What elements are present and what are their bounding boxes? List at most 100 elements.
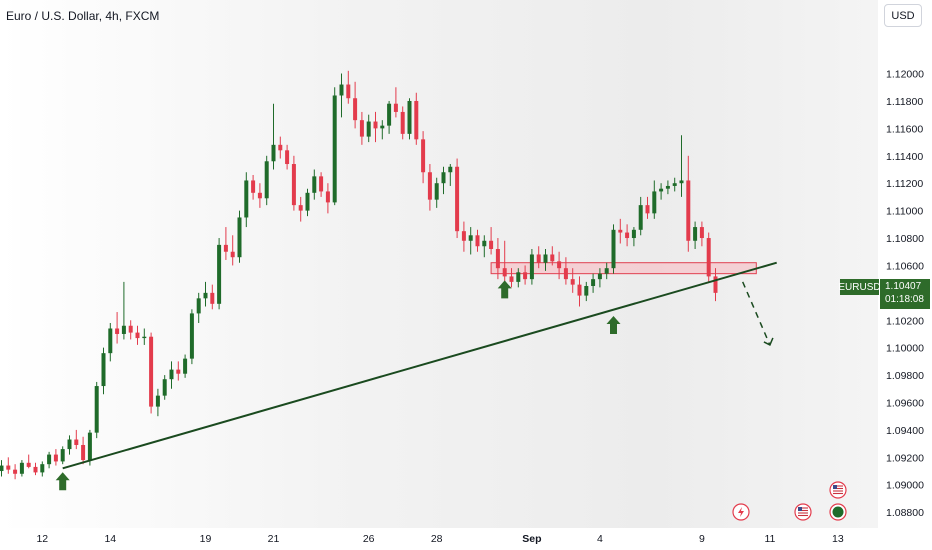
- candle-body: [87, 432, 92, 461]
- candle-body: [285, 150, 290, 165]
- candle-body: [217, 244, 222, 304]
- candle-body: [659, 188, 664, 192]
- candle-body: [251, 180, 256, 193]
- candle-body: [6, 465, 11, 470]
- flag-disc: [832, 506, 844, 518]
- y-tick-label: 1.11200: [886, 178, 923, 190]
- candle-body: [597, 273, 602, 280]
- y-tick-label: 1.11800: [886, 96, 923, 108]
- candle-body: [169, 369, 174, 380]
- candle-body: [189, 313, 194, 359]
- candle-body: [67, 439, 72, 450]
- candle-body: [645, 205, 650, 214]
- candle-body: [543, 254, 548, 263]
- projection-arrowhead: [763, 337, 774, 346]
- x-tick-label: 14: [104, 533, 116, 545]
- y-tick-label: 1.11600: [886, 123, 923, 135]
- x-tick-label: 28: [431, 533, 443, 545]
- x-tick-label: 11: [764, 533, 775, 545]
- candle-body: [298, 205, 303, 211]
- trendline: [62, 261, 777, 470]
- candle-body: [0, 465, 4, 472]
- currency-button[interactable]: USD: [884, 4, 922, 27]
- candle-body: [47, 454, 52, 465]
- candle-body: [679, 180, 684, 184]
- candle-body: [380, 125, 385, 129]
- candle-body: [407, 100, 412, 134]
- symbol-badge: EURUSD: [838, 279, 881, 295]
- price-badge: 1.10407 01:18:08: [880, 279, 930, 309]
- candle-body: [94, 386, 99, 433]
- y-tick-label: 1.09000: [886, 480, 924, 492]
- candle-body: [461, 231, 466, 241]
- candle-body: [19, 462, 24, 474]
- projection-line: [742, 281, 771, 346]
- candle-body: [312, 176, 317, 193]
- candle-body: [230, 251, 235, 258]
- candle-body: [244, 180, 249, 218]
- candle-body: [686, 180, 691, 241]
- up-arrow-icon: [55, 472, 70, 491]
- candle-body: [366, 121, 371, 137]
- flag-canton: [798, 507, 802, 511]
- candle-body: [264, 161, 269, 199]
- candle-body: [529, 254, 534, 280]
- candle-body: [257, 192, 262, 199]
- candle-body: [550, 254, 555, 262]
- candle-body: [421, 139, 426, 173]
- y-tick-label: 1.09800: [886, 370, 924, 382]
- candle-body: [441, 172, 446, 184]
- candle-body: [196, 298, 201, 314]
- candle-body: [237, 217, 242, 258]
- candle-body: [475, 235, 480, 247]
- y-tick-label: 1.10200: [886, 315, 924, 327]
- candle-body: [495, 248, 500, 269]
- candle-body: [183, 358, 188, 374]
- y-tick-label: 1.08800: [886, 507, 924, 519]
- time-axis: [0, 528, 932, 550]
- candle-body: [652, 191, 657, 214]
- candle-body: [591, 279, 596, 286]
- candle-body: [319, 176, 324, 192]
- candle-body: [203, 292, 208, 299]
- y-tick-label: 1.10600: [886, 260, 924, 272]
- candle-body: [278, 144, 283, 151]
- up-arrow-icon: [497, 280, 512, 299]
- candle-body: [142, 336, 147, 339]
- candle-body: [536, 254, 541, 263]
- candle-body: [631, 229, 636, 239]
- candle-body: [693, 227, 698, 241]
- y-tick-label: 1.09200: [886, 452, 924, 464]
- candle-body: [53, 454, 58, 462]
- candle-body: [13, 469, 18, 474]
- x-tick-label: 26: [363, 533, 375, 545]
- candle-body: [176, 369, 181, 374]
- candle-body: [482, 240, 487, 247]
- x-tick-label: Sep: [522, 533, 541, 545]
- us-event-icon: [794, 503, 812, 521]
- candle-body: [557, 261, 562, 269]
- candle-body: [26, 462, 31, 467]
- candle-body: [434, 183, 439, 200]
- up-arrow-icon: [606, 316, 621, 335]
- candle-body: [638, 205, 643, 230]
- candle-body: [468, 235, 473, 241]
- y-tick-label: 1.09600: [886, 398, 924, 410]
- candle-body: [325, 191, 330, 203]
- price-axis: [878, 0, 932, 528]
- candle-body: [353, 98, 358, 121]
- candle-body: [81, 444, 86, 461]
- candle-body: [577, 284, 582, 296]
- candle-body: [162, 379, 167, 396]
- candle-body: [393, 103, 398, 112]
- candle-body: [101, 353, 106, 387]
- candle-body: [223, 244, 228, 252]
- candle-body: [135, 332, 140, 339]
- lightning-icon: [738, 507, 744, 517]
- candle-body: [373, 121, 378, 129]
- candle-body: [305, 192, 310, 211]
- last-price: 1.10407: [885, 281, 922, 292]
- candle-body: [611, 229, 616, 269]
